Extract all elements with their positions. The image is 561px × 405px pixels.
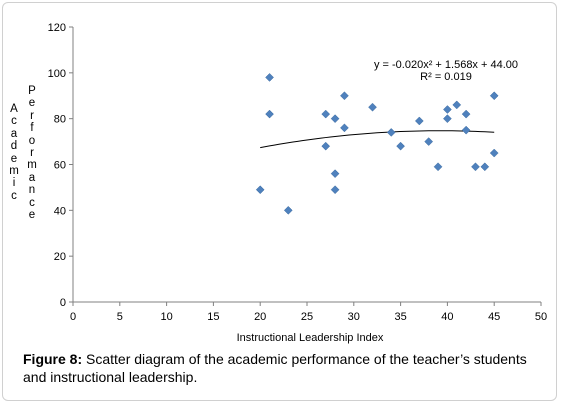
axes [69, 26, 542, 306]
data-point [386, 128, 396, 137]
y-tick-label: 100 [48, 68, 66, 80]
y-axis-label-letter: m [9, 165, 19, 178]
y-axis-label-letter: f [30, 122, 34, 135]
y-axis-label-letter: n [28, 184, 36, 197]
y-axis-label-letter: e [10, 152, 18, 165]
trendline-r2: R² = 0.019 [420, 71, 472, 83]
figure-label: Figure 8: [23, 351, 83, 367]
trendline [260, 130, 495, 149]
y-axis-label-letter: a [28, 171, 36, 184]
x-tick-label: 20 [254, 311, 266, 323]
y-axis-label-letter: o [28, 134, 36, 147]
y-axis-label-letter: e [28, 97, 36, 110]
data-point [443, 105, 452, 114]
data-point [471, 162, 480, 172]
x-tick-labels: 0 5 10 15 20 25 30 35 40 45 50 [70, 311, 547, 323]
x-tick-label: 10 [160, 311, 172, 323]
data-points [255, 73, 499, 215]
x-axis-label: Instructional Leadership Index [237, 332, 384, 344]
figure-caption: Figure 8: Scatter diagram of the academi… [23, 350, 543, 386]
y-tick-label: 20 [54, 251, 66, 263]
y-tick-labels: 0 20 40 60 80 100 120 [48, 22, 66, 309]
y-axis-label-letter: r [30, 109, 34, 122]
data-point [340, 91, 349, 101]
x-tick-label: 35 [394, 311, 406, 323]
x-tick-label: 30 [348, 311, 360, 323]
caption-text: Scatter diagram of the academic performa… [23, 351, 527, 385]
data-point [461, 109, 471, 119]
data-point [414, 116, 424, 126]
x-tick-label: 40 [441, 311, 453, 323]
data-point [489, 148, 499, 158]
data-point [424, 137, 434, 146]
data-point [283, 205, 293, 215]
y-tick-label: 0 [60, 297, 66, 309]
data-point [461, 125, 471, 135]
y-axis-label-letter: c [11, 189, 17, 202]
data-point [368, 102, 377, 112]
data-point [480, 162, 490, 172]
data-point [321, 109, 331, 119]
data-point [330, 185, 340, 195]
y-tick-label: 60 [54, 160, 66, 172]
data-point [321, 141, 331, 151]
y-axis-label-letter: e [28, 209, 36, 222]
data-point [255, 185, 265, 195]
y-axis-label-letter: A [10, 103, 18, 115]
x-tick-label: 25 [301, 311, 313, 323]
y-axis-label-letter: c [11, 115, 17, 128]
data-point [330, 169, 340, 179]
y-axis-label-letter: d [10, 140, 18, 153]
data-point [489, 91, 499, 101]
data-point [443, 114, 452, 124]
data-point [265, 109, 274, 119]
data-point [330, 114, 340, 124]
data-point [340, 123, 349, 133]
x-tick-label: 50 [535, 311, 547, 323]
y-axis-label-letter: i [12, 177, 16, 190]
y-axis-label-letter: P [28, 85, 36, 97]
data-point [452, 100, 462, 110]
trendline-equation: y = -0.020x² + 1.568x + 44.00 [374, 59, 518, 71]
figure-frame [2, 2, 557, 401]
y-tick-label: 80 [54, 114, 66, 126]
data-point [396, 141, 405, 151]
data-point [433, 162, 443, 172]
y-axis-label-letter: c [29, 196, 35, 209]
x-tick-label: 0 [70, 311, 76, 323]
y-tick-label: 120 [48, 22, 66, 34]
y-axis-label-letter: m [27, 159, 37, 172]
x-tick-label: 15 [207, 311, 219, 323]
y-tick-label: 40 [54, 205, 66, 217]
y-axis-label-letter: r [30, 147, 34, 160]
x-tick-label: 45 [488, 311, 500, 323]
x-tick-label: 5 [117, 311, 123, 323]
y-axis-label-letter: a [10, 127, 18, 140]
data-point [265, 73, 274, 82]
